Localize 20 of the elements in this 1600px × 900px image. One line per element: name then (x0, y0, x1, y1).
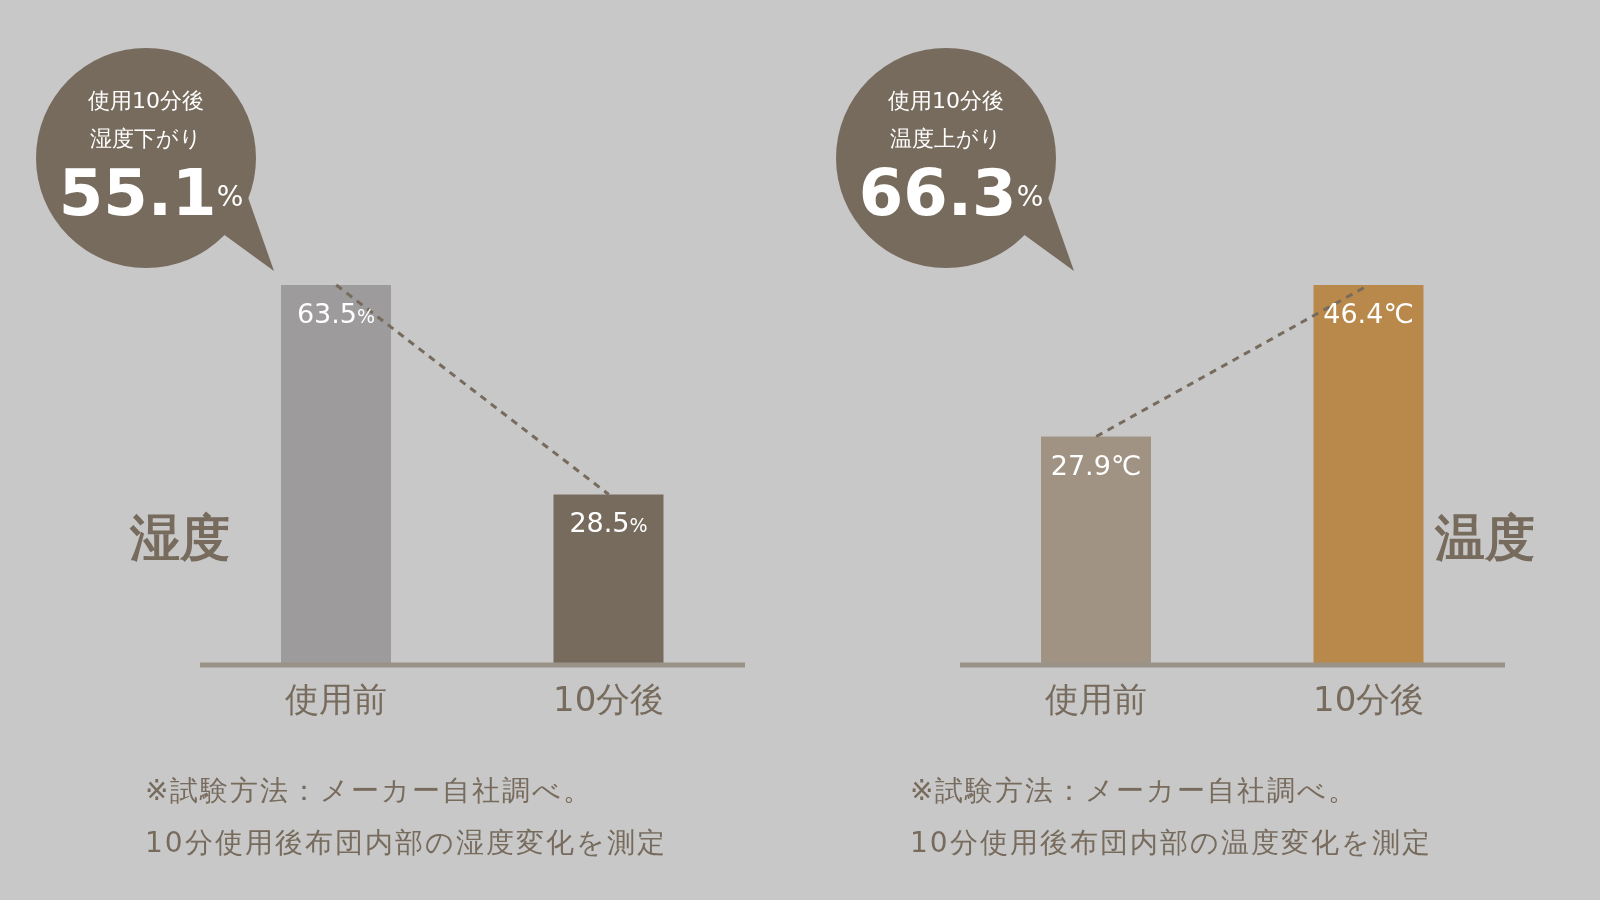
text: 湿度 (130, 508, 230, 569)
x-tick-label: 使用前 (285, 679, 388, 720)
text: 温度上がり (890, 126, 1002, 151)
text: ※試験方法：メーカー自社調べ。 (910, 773, 1360, 809)
text: ※試験方法：メーカー自社調べ。 (145, 773, 595, 809)
x-tick-label: 10分後 (553, 679, 665, 720)
text: 10分使用後布団内部の湿度変化を測定 (145, 825, 667, 861)
text: 66.3$^{%}$ (857, 156, 1045, 230)
x-tick-label: 10分後 (1313, 679, 1425, 720)
text: 55.1$^{%}$ (57, 156, 245, 230)
text: 温度 (1435, 508, 1535, 569)
data-label: 46.4℃ (1323, 298, 1414, 329)
text: 使用10分後 (87, 87, 205, 115)
text: 湿度下がり (90, 126, 202, 151)
x-tick-label: 使用前 (1045, 679, 1148, 720)
text: 使用10分後 (887, 87, 1005, 115)
data-label: 28.5% (569, 507, 648, 539)
data-label: 27.9℃ (1050, 449, 1142, 481)
data-label: 63.5% (296, 298, 376, 329)
text: 10分使用後布団内部の温度変化を測定 (910, 825, 1432, 861)
